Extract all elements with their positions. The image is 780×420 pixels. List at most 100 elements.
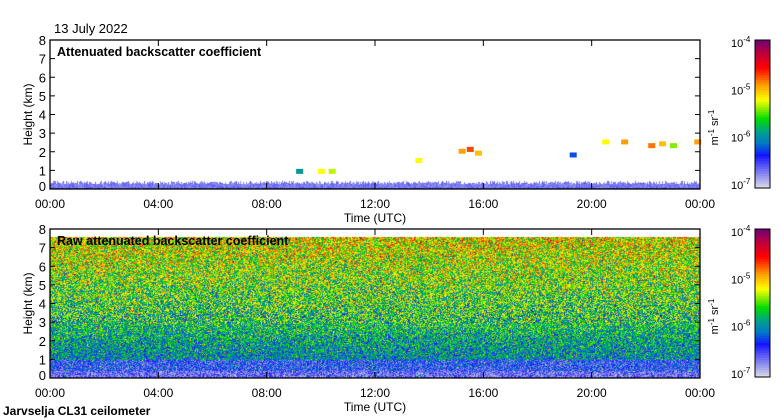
colorbar-swatch: [755, 253, 770, 257]
colorbar-swatch: [755, 251, 770, 255]
colorbar-swatch: [755, 290, 770, 294]
raw-backscatter-heatmap: [50, 229, 700, 378]
colorbar-swatch: [755, 138, 770, 142]
x-tick-label: 16:00: [468, 386, 498, 400]
colorbar-swatch: [755, 126, 770, 130]
colorbar-swatch: [755, 248, 770, 252]
colorbar-swatch: [755, 49, 770, 53]
colorbar-swatch: [755, 84, 770, 88]
colorbar-swatch: [755, 67, 770, 71]
colorbar-swatch: [755, 268, 770, 272]
colorbar-swatch: [755, 315, 770, 319]
x-tick-label: 04:00: [143, 386, 173, 400]
x-tick-label: 00:00: [685, 386, 715, 400]
y-tick-label: 3: [39, 315, 46, 330]
x-tick-label: 00:00: [35, 386, 65, 400]
colorbar-swatch: [755, 111, 770, 115]
colorbar-swatch: [755, 256, 770, 260]
colorbar-swatch: [755, 153, 770, 157]
colorbar-swatch: [755, 231, 770, 235]
colorbar-swatch: [755, 369, 770, 373]
colorbar-swatch: [755, 104, 770, 108]
colorbar-swatch: [755, 146, 770, 150]
colorbar-tick-label: 10-5: [731, 271, 751, 286]
colorbar-swatch: [755, 364, 770, 368]
colorbar-swatch: [755, 77, 770, 81]
cloud-return-mark: [328, 168, 336, 174]
plot-frame: [49, 228, 701, 379]
colorbar-swatch: [755, 155, 770, 159]
colorbar-frame: [754, 39, 771, 189]
colorbar-swatch: [755, 160, 770, 164]
plot-frame: [49, 39, 701, 190]
colorbar-swatch: [755, 52, 770, 56]
colorbar-swatch: [755, 128, 770, 132]
colorbar-swatch: [755, 123, 770, 127]
colorbar-tick-label: 10-4: [731, 224, 751, 239]
colorbar-swatch: [755, 362, 770, 366]
x-tick-label: 12:00: [360, 197, 390, 211]
colorbar-swatch: [755, 320, 770, 324]
colorbar-swatch: [755, 359, 770, 363]
y-tick-label: 2: [39, 334, 46, 349]
colorbar-swatch: [755, 342, 770, 346]
cloud-return-mark: [621, 139, 629, 145]
x-axis-label: Time (UTC): [344, 211, 406, 225]
colorbar-swatch: [755, 233, 770, 237]
y-tick-label: 4: [39, 108, 46, 123]
colorbar-swatch: [755, 86, 770, 90]
colorbar-swatch: [755, 136, 770, 140]
colorbar-swatch: [755, 354, 770, 358]
colorbar-swatch: [755, 57, 770, 61]
colorbar-swatch: [755, 273, 770, 277]
colorbar-unit-label: m-1 sr-1: [707, 109, 721, 145]
x-tick-label: 08:00: [252, 197, 282, 211]
colorbar-swatch: [755, 91, 770, 95]
cloud-return-mark: [458, 148, 466, 154]
colorbar-swatch: [755, 310, 770, 314]
colorbar-swatch: [755, 305, 770, 309]
colorbar-swatch: [755, 317, 770, 321]
colorbar-swatch: [755, 54, 770, 58]
colorbar-swatch: [755, 116, 770, 120]
colorbar-swatch: [755, 148, 770, 152]
y-tick-label: 6: [39, 70, 46, 85]
colorbar-swatch: [755, 367, 770, 371]
y-tick-label: 6: [39, 259, 46, 274]
colorbar-swatch: [755, 109, 770, 113]
colorbar-swatch: [755, 327, 770, 331]
colorbar-swatch: [755, 165, 770, 169]
y-axis-label: Height (km): [21, 272, 35, 334]
colorbar-swatch: [755, 69, 770, 73]
colorbar-swatch: [755, 133, 770, 137]
colorbar-swatch: [755, 96, 770, 100]
colorbar-swatch: [755, 163, 770, 167]
colorbar-swatch: [755, 303, 770, 307]
colorbar-swatch: [755, 151, 770, 155]
cloud-return-mark: [317, 168, 325, 174]
colorbar-swatch: [755, 158, 770, 162]
y-tick-label: 3: [39, 126, 46, 141]
colorbar-swatch: [755, 106, 770, 110]
colorbar-swatch: [755, 185, 770, 189]
colorbar-tick-label: 10-5: [731, 82, 751, 97]
instrument-label: Jarvselja CL31 ceilometer: [3, 404, 151, 418]
colorbar-swatch: [755, 335, 770, 339]
colorbar: [754, 39, 771, 189]
backscatter-heatmap: [50, 40, 700, 189]
panel-title: Raw attenuated backscatter coefficient: [57, 234, 289, 248]
colorbar-swatch: [755, 79, 770, 83]
colorbar-swatch: [755, 141, 770, 145]
colorbar-swatch: [755, 288, 770, 292]
colorbar-swatch: [755, 261, 770, 265]
colorbar-swatch: [755, 307, 770, 311]
colorbar-tick-label: 10-6: [731, 130, 751, 145]
colorbar-swatch: [755, 47, 770, 51]
colorbar-swatch: [755, 173, 770, 177]
cloud-return-mark: [602, 139, 610, 145]
colorbar-swatch: [755, 131, 770, 135]
y-axis-label: Height (km): [21, 83, 35, 145]
colorbar-tick-label: 10-6: [731, 319, 751, 334]
colorbar-swatch: [755, 94, 770, 98]
